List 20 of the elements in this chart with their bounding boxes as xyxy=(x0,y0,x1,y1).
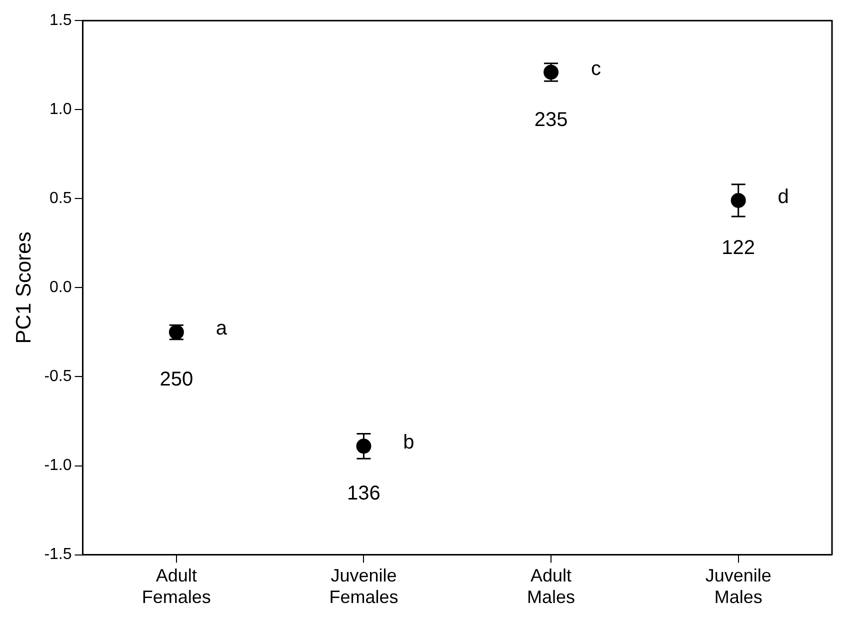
y-tick-label: -0.5 xyxy=(44,368,72,386)
y-tick-label: -1.5 xyxy=(44,546,72,564)
y-tick-label: 0.5 xyxy=(50,190,72,208)
annotation: c xyxy=(591,58,602,80)
y-tick-label: -1.0 xyxy=(44,457,72,474)
y-axis-title: PC1 Scores xyxy=(12,232,36,344)
x-tick-label: Juvenile Females xyxy=(329,566,398,608)
y-tick-label: 0.0 xyxy=(50,279,72,296)
y-tick-label: 1.0 xyxy=(50,101,72,118)
annotation: d xyxy=(778,186,789,208)
annotation: 250 xyxy=(160,368,194,391)
x-tick-label: Adult Females xyxy=(142,566,211,608)
x-tick-label: Adult Males xyxy=(527,566,576,608)
annotation: b xyxy=(403,432,414,454)
annotation: 235 xyxy=(534,108,568,131)
x-tick-label: Juvenile Males xyxy=(705,566,772,608)
annotation: 122 xyxy=(722,236,756,259)
annotation: 136 xyxy=(347,482,380,505)
annotation: a xyxy=(216,318,228,340)
y-tick-label: 1.5 xyxy=(50,12,72,30)
